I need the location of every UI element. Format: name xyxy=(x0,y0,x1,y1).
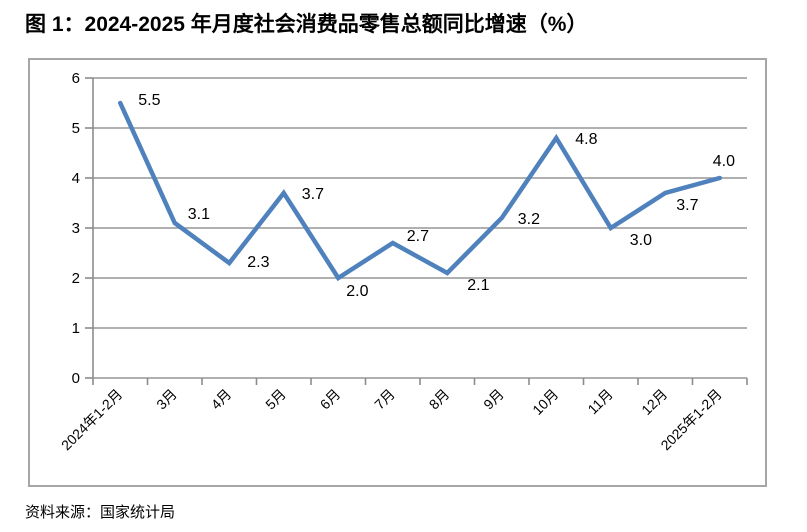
data-label: 3.7 xyxy=(676,197,698,214)
y-tick-label: 6 xyxy=(72,70,80,87)
x-tick-label: 8月 xyxy=(426,386,453,413)
data-label: 5.5 xyxy=(138,92,160,109)
y-tick-label: 1 xyxy=(72,320,80,337)
x-tick-label: 7月 xyxy=(371,386,398,413)
y-tick-label: 5 xyxy=(72,120,80,137)
data-label: 2.1 xyxy=(467,277,489,294)
x-tick-label: 2024年1-2月 xyxy=(58,386,125,453)
x-tick-label: 3月 xyxy=(153,386,180,413)
x-tick-label: 9月 xyxy=(480,386,507,413)
data-label: 2.3 xyxy=(247,254,269,271)
y-tick-label: 4 xyxy=(72,170,80,187)
data-label: 2.0 xyxy=(346,283,368,300)
x-tick-label: 10月 xyxy=(529,386,561,418)
data-label: 3.2 xyxy=(518,211,540,228)
x-tick-label: 4月 xyxy=(208,386,235,413)
data-label: 4.0 xyxy=(713,153,735,170)
y-tick-label: 2 xyxy=(72,270,80,287)
data-label: 3.1 xyxy=(188,206,210,223)
x-tick-label: 11月 xyxy=(584,386,615,417)
y-tick-label: 0 xyxy=(72,370,80,387)
source-note: 资料来源：国家统计局 xyxy=(25,504,176,521)
data-label: 4.8 xyxy=(575,131,597,148)
series-line xyxy=(118,100,722,282)
x-tick-label: 6月 xyxy=(317,386,344,413)
data-label: 2.7 xyxy=(407,228,429,245)
y-tick-label: 3 xyxy=(72,220,80,237)
chart-frame: 0 1 2 3 4 5 6 2024年1-2月 3月 4月 5月 6月 7月 8月 9月 10月 11月 12月 2… xyxy=(28,58,767,487)
data-label: 3.0 xyxy=(630,232,652,249)
line-chart: 0 1 2 3 4 5 6 2024年1-2月 3月 4月 5月 6月 7月 8月 9月 10月 11月 12月 2… xyxy=(58,70,748,453)
data-label: 3.7 xyxy=(302,186,324,203)
x-tick-label: 12月 xyxy=(638,386,670,418)
x-tick-label: 5月 xyxy=(262,386,289,413)
figure-title: 图 1：2024-2025 年月度社会消费品零售总额同比增速（%） xyxy=(25,13,588,36)
